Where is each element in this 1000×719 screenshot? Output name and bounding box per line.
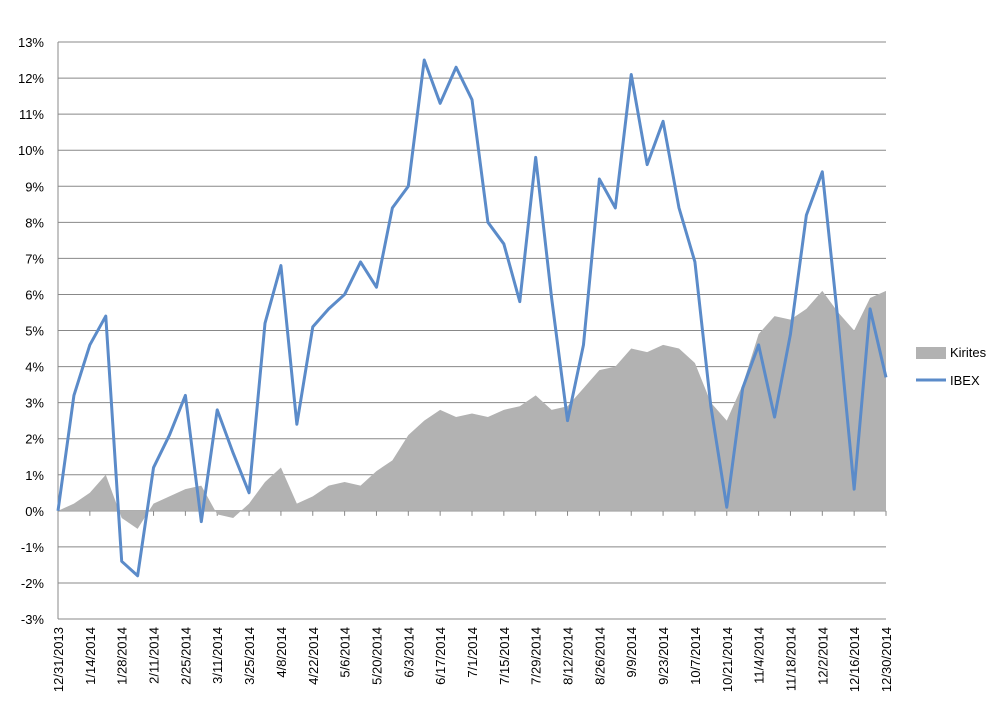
legend-label: Kirites [950,345,987,360]
x-tick-label: 2/25/2014 [178,627,193,685]
x-tick-label: 9/23/2014 [656,627,671,685]
line [56,58,888,578]
x-tick-label: 8/12/2014 [561,627,576,685]
y-tick-label: 5% [25,324,44,339]
x-tick-label: 7/1/2014 [465,627,480,678]
x-tick-label: 3/25/2014 [242,627,257,685]
x-tick-label: 12/16/2014 [847,627,862,692]
area [58,290,886,529]
y-tick-label: 9% [25,179,44,194]
y-tick-label: 13% [18,35,44,50]
x-tick-label: 3/11/2014 [210,627,225,684]
y-tick-label: 7% [25,251,44,266]
x-tick-label: 4/22/2014 [306,627,321,685]
y-tick-label: -2% [21,576,45,591]
y-tick-label: 12% [18,71,44,86]
x-tick-label: 10/7/2014 [688,627,703,685]
legend-swatch [916,347,946,359]
x-tick-label: 5/20/2014 [369,627,384,685]
x-tick-label: 5/6/2014 [338,627,353,678]
legend-label: IBEX [950,373,980,388]
y-tick-label: 3% [25,396,44,411]
y-tick-label: 10% [18,143,44,158]
y-tick-label: 11% [19,107,44,122]
x-tick-label: 6/3/2014 [401,627,416,678]
x-tick-label: 10/21/2014 [720,627,735,692]
x-tick-label: 11/4/2014 [752,627,767,684]
y-tick-label: 2% [25,432,44,447]
x-tick-label: 8/26/2014 [592,627,607,685]
x-tick-label: 7/29/2014 [529,627,544,685]
x-tick-label: 1/14/2014 [83,627,98,685]
y-tick-label: 0% [25,504,44,519]
y-tick-label: 1% [25,468,44,483]
x-tick-label: 12/30/2014 [879,627,894,692]
y-tick-label: -1% [21,540,45,555]
y-tick-label: 4% [25,360,44,375]
y-tick-label: 8% [25,215,44,230]
x-tick-label: 12/31/2013 [51,627,66,692]
x-tick-label: 12/2/2014 [815,627,830,685]
x-tick-label: 7/15/2014 [497,627,512,685]
x-tick-label: 9/9/2014 [624,627,639,678]
x-tick-label: 4/8/2014 [274,627,289,678]
y-tick-label: 6% [25,287,44,302]
x-tick-label: 11/18/2014 [783,627,798,691]
y-tick-label: -3% [21,612,45,627]
x-tick-label: 6/17/2014 [433,627,448,685]
x-tick-label: 2/11/2014 [147,627,162,684]
x-tick-label: 1/28/2014 [115,627,130,685]
